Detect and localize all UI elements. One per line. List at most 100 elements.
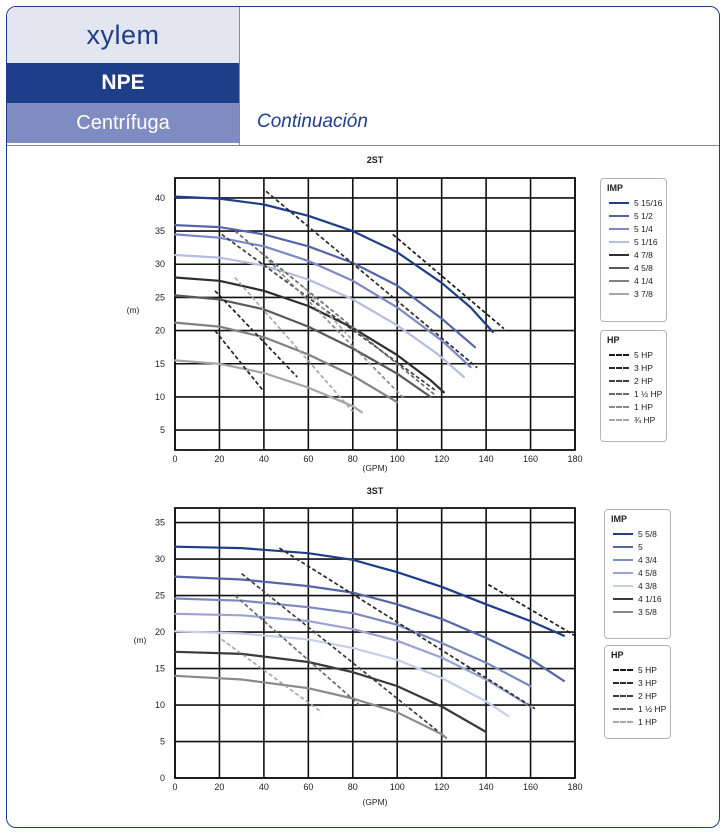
legend-item: 4 5/8 <box>609 261 666 274</box>
legend-label: 3 7/8 <box>634 288 653 299</box>
3st-x-tick-label: 100 <box>390 782 405 792</box>
legend-item: 4 3/8 <box>613 579 670 592</box>
pump-type: Centrífuga <box>7 103 239 143</box>
2st-x-tick-label: 180 <box>567 454 582 464</box>
legend-swatch <box>609 227 629 230</box>
legend-item: 3 HP <box>613 676 670 689</box>
impeller-legend-3st: IMP 5 5/8 5 4 3/4 4 5/8 4 3/8 4 1/16 3 5/8 <box>604 509 671 639</box>
legend-swatch <box>613 545 633 548</box>
3st-y-tick-label: 5 <box>160 737 165 747</box>
legend-item: 3 7/8 <box>609 287 666 300</box>
2st-x-axis-label: (GPM) <box>362 463 387 473</box>
legend-swatch <box>609 392 629 395</box>
legend-swatch <box>609 279 629 282</box>
2st-x-tick-label: 100 <box>390 454 405 464</box>
legend-label: 4 3/4 <box>638 554 657 565</box>
legend-label: 4 3/8 <box>638 580 657 591</box>
legend-label: 1 ½ HP <box>638 703 667 714</box>
legend-swatch <box>609 418 629 421</box>
2st-y-tick-label: 30 <box>155 259 165 269</box>
legend-label: 3 5/8 <box>638 606 657 617</box>
legend-item: 4 7/8 <box>609 248 666 261</box>
2st-impeller-curve-7 <box>173 359 363 414</box>
legend-label: 3 HP <box>634 362 653 373</box>
3st-plot-frame <box>174 507 576 779</box>
legend-swatch <box>609 201 629 204</box>
legend-item: 3 5/8 <box>613 605 670 618</box>
2st-x-tick-label: 80 <box>348 454 358 464</box>
legend-item: 5 5/8 <box>613 527 670 540</box>
legend-swatch <box>613 707 633 710</box>
2st-impeller-curve-5 <box>173 294 432 398</box>
3st-impeller-curve-5 <box>173 650 488 734</box>
3st-hp-curve-1 <box>278 547 536 710</box>
legend-title: HP <box>611 650 624 660</box>
legend-swatch <box>613 558 633 561</box>
legend-swatch <box>609 353 629 356</box>
2st-x-tick-label: 160 <box>523 454 538 464</box>
legend-item: 2 HP <box>609 374 666 387</box>
2st-y-tick-label: 25 <box>155 292 165 302</box>
3st-x-tick-label: 20 <box>214 782 224 792</box>
3st-y-tick-label: 10 <box>155 700 165 710</box>
3st-y-axis-label: (m) <box>134 635 147 645</box>
legend-item: ¾ HP <box>609 413 666 426</box>
legend-swatch <box>613 668 633 671</box>
legend-item: 4 1/4 <box>609 274 666 287</box>
2st-hp-curve-4 <box>258 250 405 399</box>
2st-impeller-curve-6 <box>173 321 399 404</box>
hp-legend-2st: HP 5 HP 3 HP 2 HP 1 ½ HP 1 HP ¾ HP <box>600 330 667 442</box>
2st-x-tick-label: 40 <box>259 454 269 464</box>
legend-swatch <box>613 584 633 587</box>
3st-impeller-curve-1 <box>173 575 565 682</box>
legend-swatch <box>609 214 629 217</box>
legend-swatch <box>613 571 633 574</box>
3st-hp-curve-3 <box>234 594 360 706</box>
3st-y-tick-label: 15 <box>155 664 165 674</box>
legend-swatch <box>613 720 633 723</box>
legend-item: 5 <box>613 540 670 553</box>
3st-y-tick-label: 35 <box>155 518 165 528</box>
header-divider-vertical <box>239 7 240 145</box>
2st-hp-curve-1 <box>265 190 478 369</box>
2st-hp-curve-3 <box>234 230 436 396</box>
legend-label: 1 ½ HP <box>634 388 663 399</box>
legend-label: 5 15/16 <box>634 197 663 208</box>
3st-x-tick-label: 40 <box>259 782 269 792</box>
legend-label: ¾ HP <box>634 414 656 425</box>
legend-label: 4 5/8 <box>638 567 657 578</box>
legend-item: 5 1/4 <box>609 222 666 235</box>
3st-x-tick-label: 0 <box>172 782 177 792</box>
2st-y-tick-label: 10 <box>155 392 165 402</box>
3st-x-tick-label: 180 <box>567 782 582 792</box>
legend-label: 4 7/8 <box>634 249 653 260</box>
2st-y-tick-label: 40 <box>155 193 165 203</box>
legend-item: 5 15/16 <box>609 196 666 209</box>
3st-x-tick-label: 160 <box>523 782 538 792</box>
3st-impeller-curve-0 <box>173 545 565 637</box>
3st-y-tick-label: 0 <box>160 773 165 783</box>
2st-y-tick-label: 5 <box>160 425 165 435</box>
legend-title: IMP <box>607 183 624 193</box>
legend-item: 5 HP <box>609 348 666 361</box>
2st-hp-curve-0 <box>392 233 505 330</box>
2st-impeller-curve-3 <box>173 253 465 379</box>
3st-impeller-curve-2 <box>173 597 532 688</box>
legend-label: 5 5/8 <box>638 528 657 539</box>
3st-x-tick-label: 60 <box>303 782 313 792</box>
header-divider-horizontal <box>7 145 719 146</box>
legend-swatch <box>609 253 629 256</box>
legend-item: 4 5/8 <box>613 566 670 579</box>
legend-label: 5 1/16 <box>634 236 658 247</box>
legend-swatch <box>609 240 629 243</box>
2st-hp-extra-1 <box>214 330 265 393</box>
legend-title: IMP <box>611 514 628 524</box>
legend-item: 5 HP <box>613 663 670 676</box>
3st-chart-title: 3ST <box>367 486 384 496</box>
legend-swatch <box>613 681 633 684</box>
legend-label: 5 HP <box>638 664 657 675</box>
3st-hp-curve-2 <box>241 573 438 732</box>
legend-item: 4 3/4 <box>613 553 670 566</box>
2st-y-tick-label: 15 <box>155 359 165 369</box>
legend-label: 5 <box>638 541 643 552</box>
